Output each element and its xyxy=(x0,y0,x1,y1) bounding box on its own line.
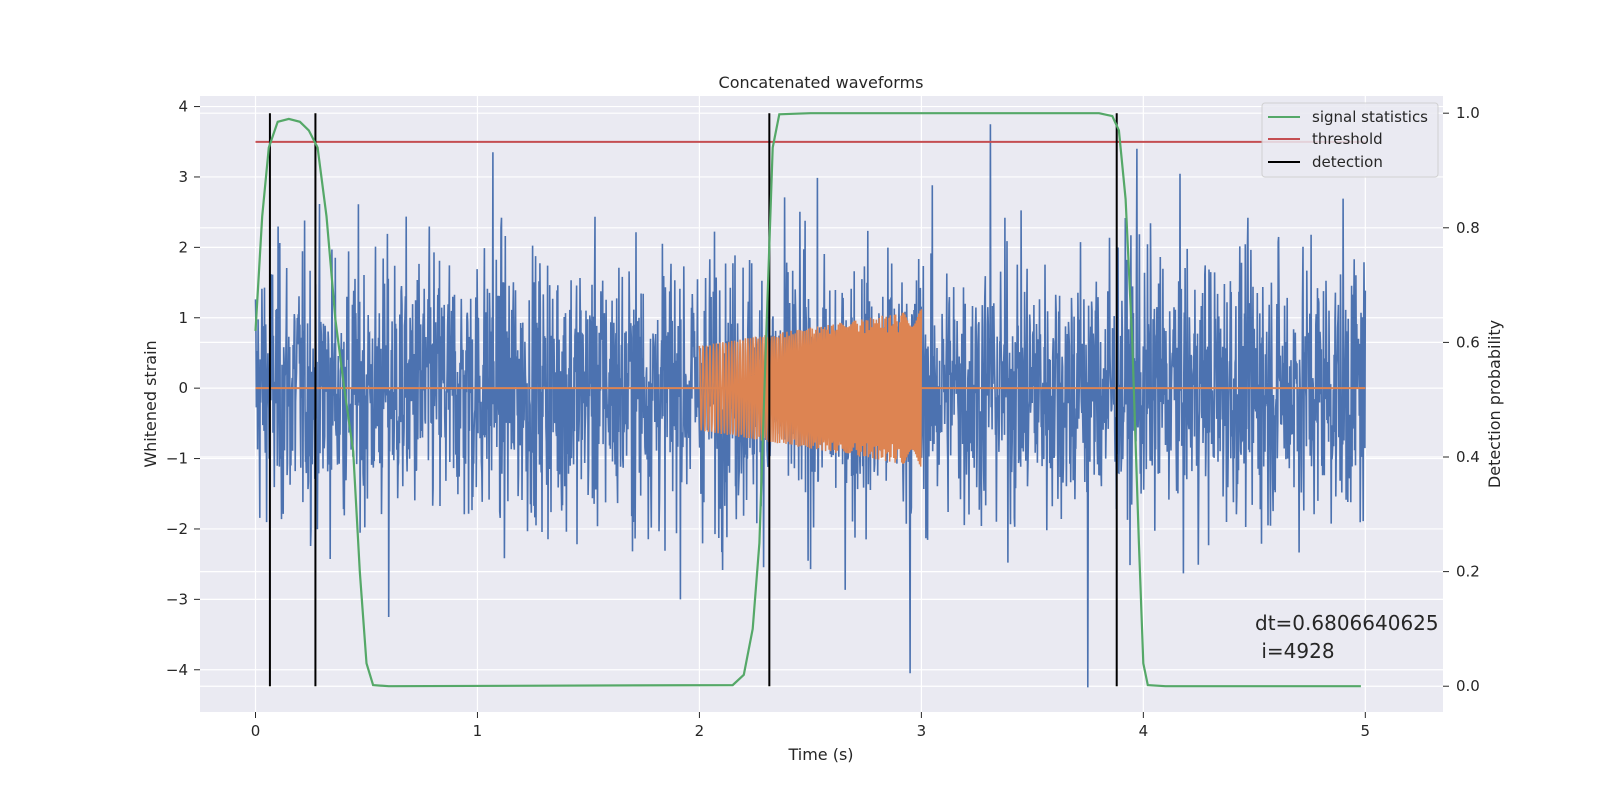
y-tick-label: −4 xyxy=(166,661,188,679)
strain-series xyxy=(254,124,1367,688)
injection-chirp xyxy=(698,309,923,467)
x-tick-label: 3 xyxy=(917,722,927,740)
legend-label-signal-statistics: signal statistics xyxy=(1312,108,1428,126)
detection-series xyxy=(268,113,1118,687)
y-right-tick-label: 0.8 xyxy=(1456,219,1480,237)
legend-label-threshold: threshold xyxy=(1312,130,1383,148)
x-tick-label: 0 xyxy=(251,722,261,740)
y-axis-label-right: Detection probability xyxy=(1485,320,1504,488)
annotation-i: i=4928 xyxy=(1255,639,1335,663)
signal-statistics-series xyxy=(254,112,1361,688)
y-tick-label: −2 xyxy=(166,520,188,538)
x-tick-label: 1 xyxy=(473,722,483,740)
y-right-tick-label: 0.6 xyxy=(1456,333,1480,351)
y-right-tick-label: 0.4 xyxy=(1456,448,1480,466)
signal-statistics-line xyxy=(254,112,1361,688)
y-tick-label: 3 xyxy=(178,168,188,186)
y-right-tick-label: 0.2 xyxy=(1456,563,1480,581)
y-tick-label: 1 xyxy=(178,309,188,327)
injection-series xyxy=(255,309,1366,467)
strain-line xyxy=(254,124,1367,688)
x-tick-label: 4 xyxy=(1139,722,1149,740)
x-axis-label: Time (s) xyxy=(787,745,853,764)
chart-title: Concatenated waveforms xyxy=(719,73,924,92)
x-tick-label: 2 xyxy=(695,722,705,740)
y-axis-label-left: Whitened strain xyxy=(141,340,160,467)
y-tick-label: −3 xyxy=(166,590,188,608)
y-tick-label: 4 xyxy=(178,98,188,116)
y-axis-right-ticks: 0.0 0.2 0.4 0.6 0.8 1.0 xyxy=(1443,104,1480,695)
y-tick-label: 2 xyxy=(178,238,188,256)
legend: signal statistics threshold detection xyxy=(1261,102,1439,178)
y-tick-label: 0 xyxy=(178,379,188,397)
x-tick-label: 5 xyxy=(1361,722,1371,740)
legend-label-detection: detection xyxy=(1312,153,1383,171)
legend-box xyxy=(1261,102,1439,178)
y-axis-left-ticks: −4 −3 −2 −1 0 1 2 3 4 xyxy=(166,98,200,679)
y-right-tick-label: 1.0 xyxy=(1456,104,1480,122)
y-tick-label: −1 xyxy=(166,450,188,468)
annotation-dt: dt=0.6806640625 xyxy=(1255,611,1439,635)
y-right-tick-label: 0.0 xyxy=(1456,677,1480,695)
x-axis-ticks: 0 1 2 3 4 5 xyxy=(251,712,1370,740)
